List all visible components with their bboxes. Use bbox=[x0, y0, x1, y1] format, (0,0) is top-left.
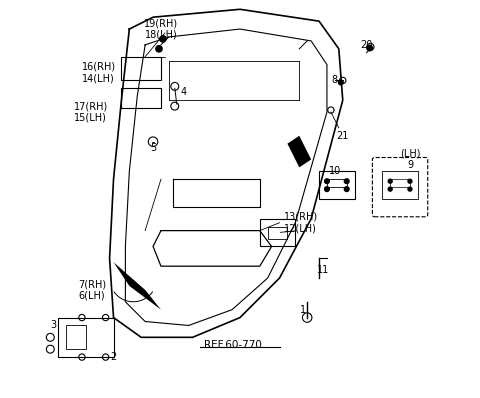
Bar bbox=[268, 227, 288, 238]
Bar bbox=[260, 219, 295, 246]
Text: 8: 8 bbox=[332, 76, 338, 86]
Text: 7(RH)
6(LH): 7(RH) 6(LH) bbox=[78, 279, 106, 301]
Text: (LH)
9: (LH) 9 bbox=[400, 149, 420, 170]
Circle shape bbox=[338, 80, 343, 85]
Bar bbox=[58, 318, 114, 357]
Circle shape bbox=[388, 179, 392, 183]
Bar bbox=[382, 171, 418, 199]
Circle shape bbox=[156, 46, 162, 52]
Text: 10: 10 bbox=[329, 166, 341, 176]
Circle shape bbox=[160, 36, 166, 42]
Text: 17(RH)
15(LH): 17(RH) 15(LH) bbox=[74, 101, 108, 123]
Bar bbox=[327, 179, 347, 187]
Text: 2: 2 bbox=[110, 352, 117, 362]
Text: 11: 11 bbox=[317, 265, 329, 275]
Circle shape bbox=[344, 187, 349, 191]
Text: REF.60-770: REF.60-770 bbox=[204, 340, 262, 350]
Text: 3: 3 bbox=[50, 320, 57, 330]
Text: 5: 5 bbox=[150, 142, 156, 152]
Text: 13(RH)
12(LH): 13(RH) 12(LH) bbox=[284, 212, 318, 234]
Bar bbox=[390, 179, 410, 187]
Polygon shape bbox=[114, 262, 161, 310]
Circle shape bbox=[324, 187, 329, 191]
Text: 4: 4 bbox=[180, 87, 187, 97]
Circle shape bbox=[367, 45, 372, 51]
Polygon shape bbox=[288, 136, 311, 168]
Text: 16(RH)
14(LH): 16(RH) 14(LH) bbox=[82, 62, 116, 83]
Circle shape bbox=[408, 179, 412, 183]
Text: 1: 1 bbox=[300, 304, 306, 315]
Circle shape bbox=[408, 187, 412, 191]
Bar bbox=[121, 88, 161, 108]
Text: 19(RH)
18(LH): 19(RH) 18(LH) bbox=[144, 18, 178, 40]
Bar bbox=[66, 326, 86, 349]
Circle shape bbox=[388, 187, 392, 191]
Bar bbox=[319, 171, 355, 199]
Text: 20: 20 bbox=[360, 40, 372, 50]
Circle shape bbox=[344, 179, 349, 183]
Bar bbox=[121, 57, 161, 80]
Text: 21: 21 bbox=[336, 131, 349, 141]
Circle shape bbox=[324, 179, 329, 183]
